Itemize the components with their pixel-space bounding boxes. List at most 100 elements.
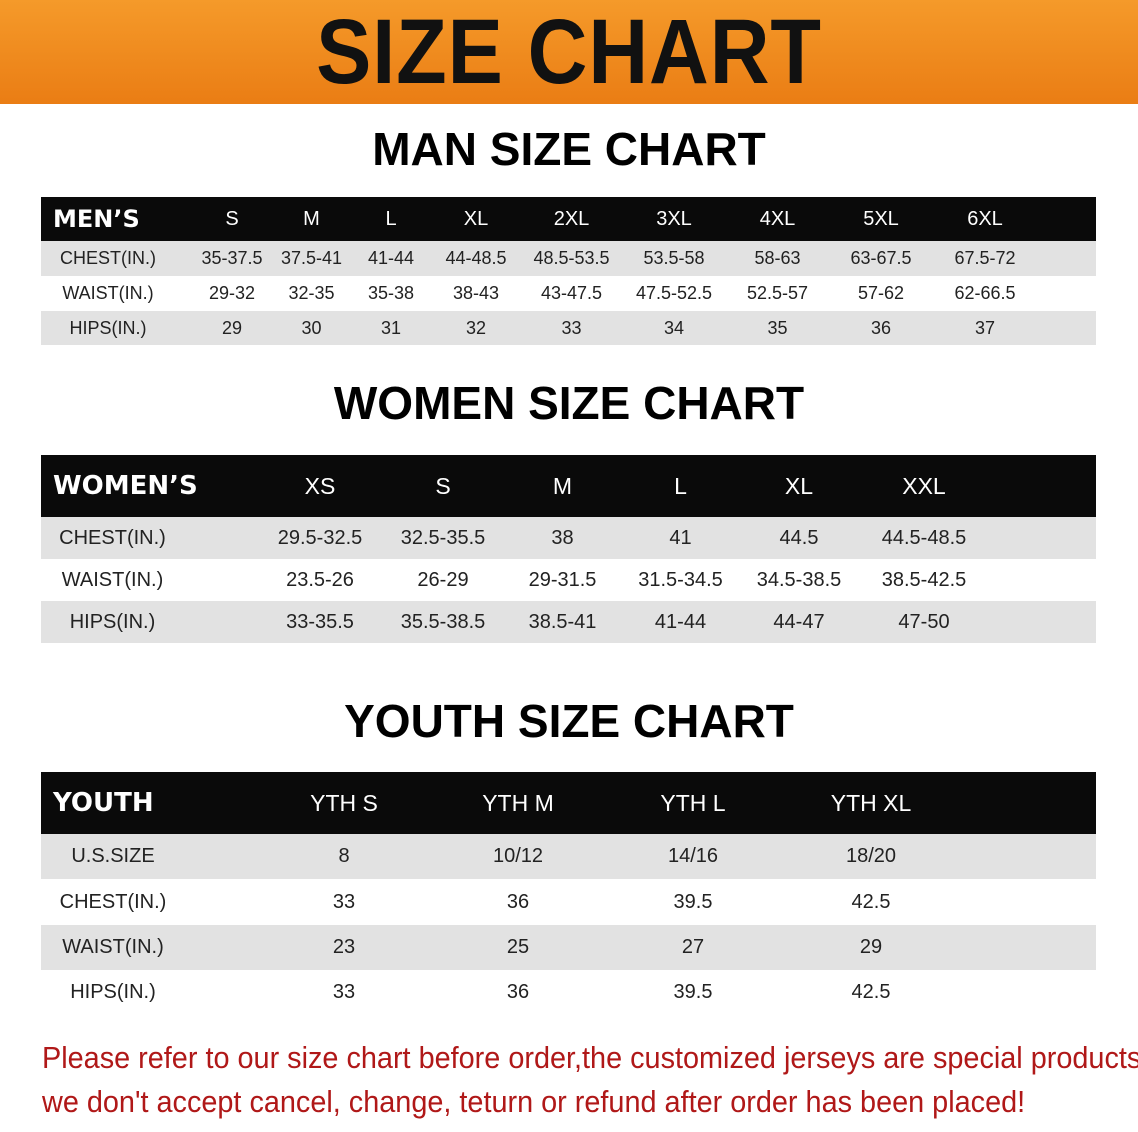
table-cell: 35-37.5 (201, 248, 263, 268)
table-cell: 41-44 (367, 248, 415, 268)
women-title: WOMEN SIZE CHART (333, 377, 805, 429)
table-cell: 23 (332, 936, 356, 958)
size-header-cell: XS (304, 472, 336, 499)
women-size-table: WOMEN’S XS S M L XL XXL CHEST(IN.) 29.5-32.5 32.5… (41, 455, 1096, 643)
table-cell: 37.5-41 (280, 248, 343, 268)
size-header-cell: XL (784, 472, 814, 499)
table-cell: 53.5-58 (643, 248, 705, 268)
table-cell: 14/16 (667, 845, 719, 867)
table-row: WAIST(IN.) 23.5-26 26-29 29-31.5 31.5-34.5 34… (41, 559, 1096, 601)
women-header-row: WOMEN’S XS S M L XL XXL (41, 455, 1096, 517)
notice-line-2: we don't accept cancel, change, teturn o… (42, 1084, 1026, 1119)
table-cell: 44-47 (773, 610, 825, 633)
table-row: CHEST(IN.) 33 36 39.5 42.5 (41, 879, 1096, 925)
table-cell: 34 (663, 317, 685, 338)
table-cell: 63-67.5 (850, 248, 912, 268)
row-label: WAIST(IN.) (61, 568, 164, 591)
size-header-cell: XL (463, 207, 489, 230)
table-cell: 52.5-57 (746, 283, 809, 303)
table-cell: 36 (506, 890, 530, 913)
table-cell: 39.5 (673, 890, 713, 913)
table-row: HIPS(IN.) 33 36 39.5 42.5 (41, 970, 1096, 1015)
size-header-cell: 3XL (656, 207, 692, 230)
table-cell: 44.5-48.5 (881, 526, 967, 549)
table-cell: 33 (561, 317, 582, 338)
table-cell: 44.5 (779, 526, 819, 549)
table-cell: 48.5-53.5 (533, 248, 610, 268)
table-cell: 38 (551, 526, 574, 549)
size-header-cell: S (225, 207, 239, 230)
size-header-cell: 2XL (553, 207, 590, 230)
size-header-cell: M (303, 207, 320, 230)
table-cell: 29 (221, 317, 243, 338)
row-label: HIPS(IN.) (70, 981, 156, 1003)
table-cell: 36 (870, 317, 892, 338)
table-cell: 38-43 (452, 283, 500, 303)
size-header-cell: L (385, 207, 397, 230)
row-label: HIPS(IN.) (69, 317, 147, 338)
table-cell: 25 (506, 936, 530, 958)
table-cell: 38.5-41 (528, 610, 597, 633)
table-cell: 36 (506, 981, 530, 1003)
table-cell: 23.5-26 (286, 568, 354, 591)
table-cell: 26-29 (417, 568, 469, 591)
table-cell: 30 (301, 317, 322, 338)
table-row: CHEST(IN.) 29.5-32.5 32.5-35.5 38 41 44.5 44.5… (41, 517, 1096, 559)
table-cell: 31 (380, 317, 402, 338)
banner-title: SIZE CHART (316, 0, 822, 103)
size-header-cell: YTH M (482, 789, 554, 816)
row-label: CHEST(IN.) (59, 526, 166, 549)
table-cell: 33 (332, 890, 356, 913)
table-cell: 18/20 (845, 845, 897, 867)
table-cell: 42.5 (851, 890, 891, 913)
row-label: WAIST(IN.) (62, 936, 164, 958)
men-title: MAN SIZE CHART (372, 123, 766, 175)
row-label: CHEST(IN.) (60, 248, 156, 268)
table-cell: 31.5-34.5 (638, 568, 723, 591)
table-cell: 29 (859, 936, 883, 958)
table-row: U.S.SIZE 8 10/12 14/16 18/20 (41, 834, 1096, 879)
table-cell: 10/12 (492, 845, 544, 867)
table-title-cell: MEN’S (53, 205, 140, 233)
table-cell: 33-35.5 (286, 610, 354, 633)
table-cell: 41-44 (654, 610, 707, 633)
table-cell: 34.5-38.5 (756, 568, 842, 591)
table-cell: 62-66.5 (954, 283, 1016, 303)
banner: SIZE CHART (0, 0, 1138, 104)
table-cell: 42.5 (851, 981, 891, 1003)
row-label: CHEST(IN.) (59, 890, 167, 913)
table-cell: 32.5-35.5 (400, 526, 486, 549)
table-cell: 29.5-32.5 (277, 526, 363, 549)
table-cell: 29-31.5 (528, 568, 597, 591)
table-cell: 35.5-38.5 (400, 610, 486, 633)
size-header-cell: L (674, 472, 687, 499)
size-header-cell: YTH S (310, 789, 378, 816)
table-cell: 47.5-52.5 (635, 283, 713, 303)
table-cell: 43-47.5 (540, 283, 603, 303)
table-cell: 35-38 (367, 283, 415, 303)
table-cell: 27 (681, 936, 705, 958)
table-cell: 67.5-72 (954, 248, 1016, 268)
table-row: CHEST(IN.) 35-37.5 37.5-41 41-44 44-48.5 48.5… (41, 241, 1096, 276)
table-row: HIPS(IN.) 29 30 31 32 33 34 35 36 37 (41, 311, 1096, 345)
table-cell: 41 (669, 526, 692, 549)
youth-size-table: YOUTH YTH S YTH M YTH L YTH XL U.S.SIZE 8 10/12… (41, 772, 1096, 1015)
row-label: U.S.SIZE (71, 845, 155, 867)
notice-line-1: Please refer to our size chart before or… (42, 1040, 1138, 1075)
table-cell: 47-50 (898, 610, 950, 633)
table-cell: 29-32 (208, 283, 256, 303)
table-cell: 32-35 (288, 283, 335, 303)
table-cell: 37 (974, 317, 996, 338)
table-cell: 58-63 (754, 248, 801, 268)
size-header-cell: YTH L (660, 789, 726, 816)
table-title-cell: WOMEN’S (53, 471, 198, 501)
table-cell: 32 (465, 317, 487, 338)
youth-header-row: YOUTH YTH S YTH M YTH L YTH XL (41, 772, 1096, 834)
table-cell: 33 (332, 981, 356, 1003)
table-title-cell: YOUTH (53, 788, 154, 818)
table-row: WAIST(IN.) 29-32 32-35 35-38 38-43 43-47.5 47.… (41, 276, 1096, 311)
table-cell: 35 (767, 317, 788, 338)
table-cell: 38.5-42.5 (881, 568, 967, 591)
row-label: HIPS(IN.) (69, 610, 156, 633)
